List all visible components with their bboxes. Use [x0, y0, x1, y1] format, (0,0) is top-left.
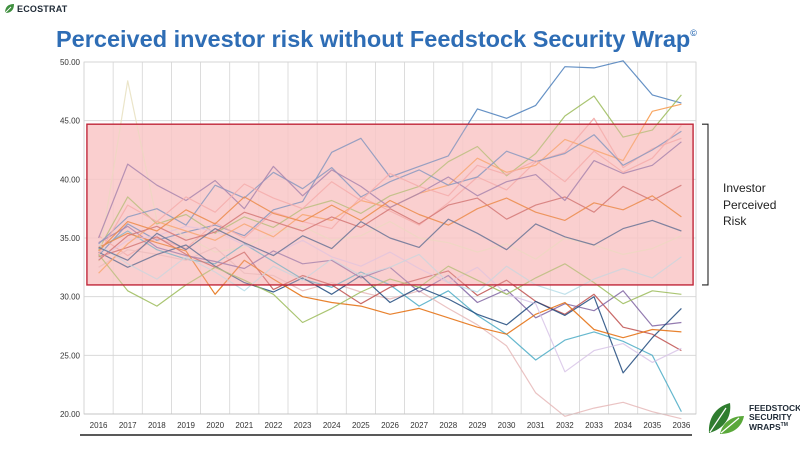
x-tick-label: 2030 [498, 421, 516, 430]
series-line [98, 60, 682, 257]
y-tick-label: 25.00 [60, 351, 81, 360]
x-tick-label: 2016 [90, 421, 108, 430]
risk-band-outline [86, 123, 694, 286]
x-tick-label: 2027 [410, 421, 428, 430]
x-tick-label: 2033 [585, 421, 603, 430]
y-tick-label: 35.00 [60, 234, 81, 243]
y-tick-label: 45.00 [60, 117, 81, 126]
x-tick-label: 2028 [439, 421, 457, 430]
annotation-line-3: Risk [723, 214, 747, 228]
x-tick-label: 2019 [177, 421, 195, 430]
y-tick-label: 30.00 [60, 293, 81, 302]
x-tick-label: 2024 [323, 421, 341, 430]
x-tick-label: 2032 [556, 421, 574, 430]
series-line [98, 236, 682, 352]
x-tick-label: 2018 [148, 421, 166, 430]
x-tick-label: 2031 [527, 421, 545, 430]
risk-bracket-layer [702, 123, 709, 286]
series-line [98, 225, 682, 373]
brand: ECOSTRAT [4, 3, 67, 14]
x-tick-label: 2023 [294, 421, 312, 430]
x-tick-label: 2029 [469, 421, 487, 430]
series-line [98, 244, 682, 374]
x-tick-label: 2020 [206, 421, 224, 430]
logo-trademark: TM [780, 422, 788, 429]
y-tick-label: 20.00 [60, 410, 81, 419]
chart-series-layer [86, 60, 694, 420]
series-line [98, 184, 682, 261]
risk-annotation: Investor Perceived Risk [723, 180, 776, 230]
y-tick-label: 50.00 [60, 58, 81, 67]
fsw-logo-text: FEEDSTOCK SECURITY WRAPSTM [749, 404, 800, 432]
series-line [98, 232, 682, 339]
logo-line-3: WRAPSTM [749, 421, 800, 431]
page-title: Perceived investor risk without Feedstoc… [56, 26, 697, 53]
annotation-line-2: Perceived [723, 197, 777, 212]
logo-line-2: SECURITY [749, 411, 792, 422]
brand-name: ECOSTRAT [17, 3, 68, 14]
x-tick-label: 2017 [119, 421, 137, 430]
series-line [98, 117, 682, 257]
x-tick-label: 2021 [235, 421, 253, 430]
x-tick-label: 2022 [265, 421, 283, 430]
series-line [98, 244, 682, 295]
ecostrat-leaf-icon [4, 4, 14, 14]
fsw-logo: FEEDSTOCK SECURITY WRAPSTM [706, 399, 800, 437]
series-line [98, 195, 682, 252]
copyright-mark: © [690, 28, 697, 38]
chart-axes: 20.00 25.00 30.00 35.00 40.00 45.00 50.00 2016 2… [60, 58, 696, 436]
x-tick-label: 2026 [381, 421, 399, 430]
series-line [98, 141, 682, 239]
x-tick-label: 2025 [352, 421, 370, 430]
fsw-leaves-icon [708, 403, 744, 434]
series-line [98, 130, 682, 245]
x-tick-label: 2036 [673, 421, 691, 430]
y-tick-label: 40.00 [60, 175, 81, 184]
risk-bracket [702, 123, 709, 286]
series-line [98, 218, 682, 261]
page-title-text: Perceived investor risk without Feedstoc… [56, 26, 691, 52]
logo-line-1: FEEDSTOCK [749, 403, 800, 414]
annotation-line-1: Investor [723, 181, 766, 195]
series-line [98, 94, 682, 250]
x-tick-label: 2035 [643, 421, 661, 430]
series-line [98, 246, 682, 420]
logo-line-3-text: WRAPS [749, 422, 781, 433]
x-tick-label: 2034 [614, 421, 632, 430]
series-line [98, 125, 682, 255]
series-line [98, 254, 682, 324]
